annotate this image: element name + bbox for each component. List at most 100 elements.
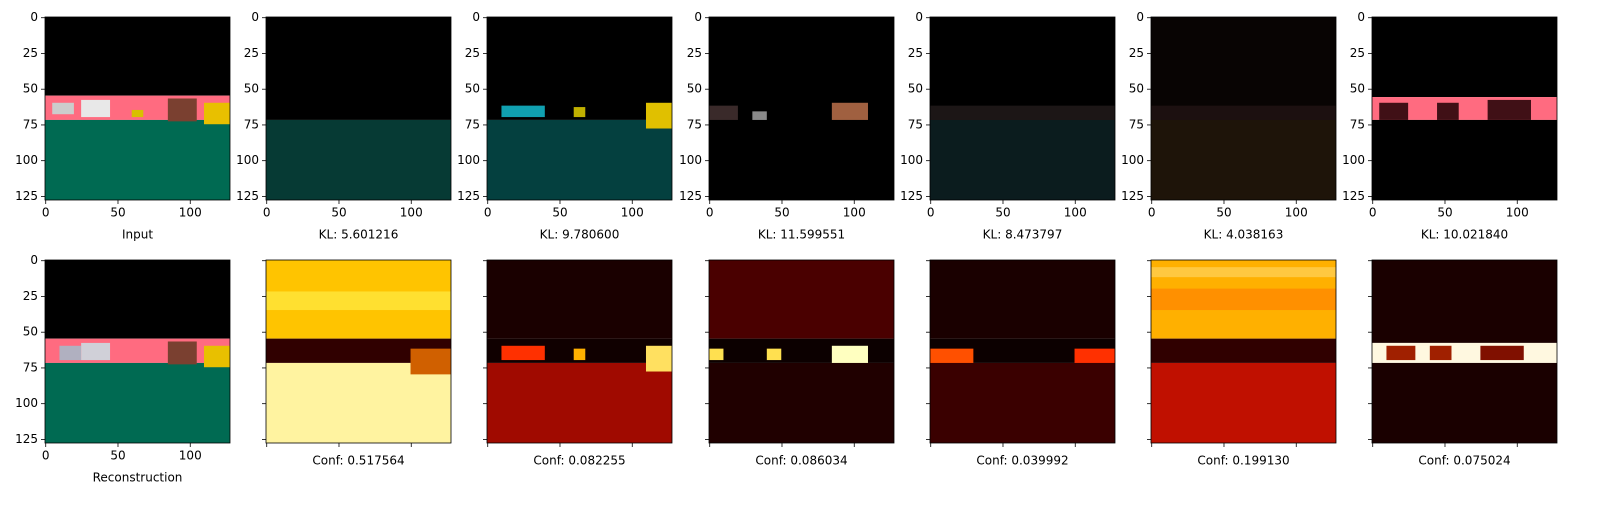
x-tick-label: 0 bbox=[263, 206, 271, 220]
y-tick-label: 75 bbox=[1129, 117, 1144, 131]
y-tick-label: 0 bbox=[915, 10, 923, 24]
y-tick-label: 75 bbox=[244, 117, 259, 131]
y-tick-label: 50 bbox=[1350, 82, 1365, 96]
y-tick-label: 75 bbox=[465, 117, 480, 131]
y-tick-label: 100 bbox=[679, 153, 702, 167]
panel-caption: Conf: 0.082255 bbox=[533, 454, 625, 468]
y-tick-label: 0 bbox=[1136, 10, 1144, 24]
image-region bbox=[930, 119, 1115, 200]
panel-caption: KL: 8.473797 bbox=[983, 228, 1063, 242]
x-tick-label: 100 bbox=[1506, 206, 1529, 220]
panel-caption: Reconstruction bbox=[93, 471, 183, 485]
y-tick-label: 100 bbox=[15, 396, 38, 410]
axes-frame bbox=[1150, 16, 1337, 201]
image-object bbox=[410, 348, 451, 375]
panel-caption: Conf: 0.086034 bbox=[755, 454, 847, 468]
y-tick-label: 50 bbox=[23, 325, 38, 339]
y-tick-label: 0 bbox=[251, 10, 259, 24]
y-tick-label: 100 bbox=[457, 153, 480, 167]
x-tick-label: 0 bbox=[1369, 206, 1377, 220]
image-region bbox=[1151, 119, 1336, 200]
y-tick-label: 25 bbox=[908, 46, 923, 60]
y-tick-label: 25 bbox=[244, 46, 259, 60]
image-object bbox=[1151, 105, 1336, 120]
y-tick-label: 125 bbox=[900, 189, 923, 203]
image-region bbox=[45, 17, 230, 96]
image-region bbox=[1372, 17, 1557, 98]
image-object bbox=[645, 345, 672, 372]
axes-frame bbox=[708, 16, 895, 201]
axes-frame bbox=[929, 16, 1116, 201]
y-tick-label: 125 bbox=[15, 189, 38, 203]
panel-caption: KL: 9.780600 bbox=[540, 228, 620, 242]
x-tick-label: 0 bbox=[42, 206, 50, 220]
y-tick-label: 50 bbox=[908, 82, 923, 96]
image-object bbox=[709, 348, 724, 361]
image-object bbox=[81, 342, 111, 361]
y-tick-label: 125 bbox=[236, 189, 259, 203]
image-object bbox=[59, 345, 82, 361]
y-tick-label: 125 bbox=[457, 189, 480, 203]
x-tick-label: 100 bbox=[179, 449, 202, 463]
y-tick-label: 25 bbox=[687, 46, 702, 60]
axes-frame bbox=[44, 259, 231, 444]
axes-frame bbox=[486, 259, 673, 444]
image-object bbox=[52, 102, 74, 115]
axes-frame bbox=[486, 16, 673, 201]
axes-frame bbox=[708, 259, 895, 444]
image-region bbox=[930, 17, 1115, 120]
y-tick-label: 0 bbox=[694, 10, 702, 24]
y-tick-label: 25 bbox=[23, 289, 38, 303]
image-object bbox=[1151, 267, 1336, 278]
image-region bbox=[709, 260, 894, 339]
image-object bbox=[203, 345, 230, 368]
image-region bbox=[266, 17, 451, 120]
x-tick-label: 50 bbox=[995, 206, 1010, 220]
image-object bbox=[266, 291, 451, 311]
image-region bbox=[45, 260, 230, 339]
y-tick-label: 50 bbox=[687, 82, 702, 96]
image-object bbox=[573, 348, 586, 361]
image-region bbox=[266, 119, 451, 200]
x-tick-label: 0 bbox=[1148, 206, 1156, 220]
image-object bbox=[1386, 345, 1416, 361]
image-object bbox=[501, 105, 545, 118]
image-object bbox=[1151, 288, 1336, 311]
x-tick-label: 50 bbox=[774, 206, 789, 220]
y-tick-label: 0 bbox=[1357, 10, 1365, 24]
x-tick-label: 100 bbox=[843, 206, 866, 220]
panel-caption: KL: 11.599551 bbox=[758, 228, 845, 242]
axes-frame bbox=[44, 16, 231, 201]
image-region bbox=[1372, 260, 1557, 343]
y-tick-label: 100 bbox=[15, 153, 38, 167]
y-tick-label: 25 bbox=[465, 46, 480, 60]
image-region bbox=[1151, 338, 1336, 363]
image-object bbox=[1480, 345, 1524, 361]
y-tick-label: 0 bbox=[30, 10, 38, 24]
panel-caption: KL: 4.038163 bbox=[1204, 228, 1284, 242]
y-tick-label: 25 bbox=[23, 46, 38, 60]
image-region bbox=[487, 119, 672, 200]
y-tick-label: 50 bbox=[23, 82, 38, 96]
image-object bbox=[1429, 345, 1452, 361]
image-object bbox=[203, 102, 230, 125]
panel-caption: Input bbox=[122, 228, 153, 242]
x-tick-label: 50 bbox=[1216, 206, 1231, 220]
panel-caption: Conf: 0.199130 bbox=[1197, 454, 1289, 468]
x-tick-label: 50 bbox=[110, 206, 125, 220]
x-tick-label: 100 bbox=[400, 206, 423, 220]
image-object bbox=[930, 105, 1115, 120]
image-object bbox=[645, 102, 672, 129]
x-tick-label: 0 bbox=[484, 206, 492, 220]
image-region bbox=[487, 17, 672, 120]
y-tick-label: 100 bbox=[900, 153, 923, 167]
x-tick-label: 0 bbox=[42, 449, 50, 463]
image-region bbox=[487, 362, 672, 443]
image-object bbox=[1487, 99, 1531, 120]
axes-frame bbox=[1371, 16, 1558, 201]
y-tick-label: 50 bbox=[244, 82, 259, 96]
image-region bbox=[1372, 362, 1557, 443]
x-tick-label: 0 bbox=[706, 206, 714, 220]
image-object bbox=[167, 341, 197, 365]
